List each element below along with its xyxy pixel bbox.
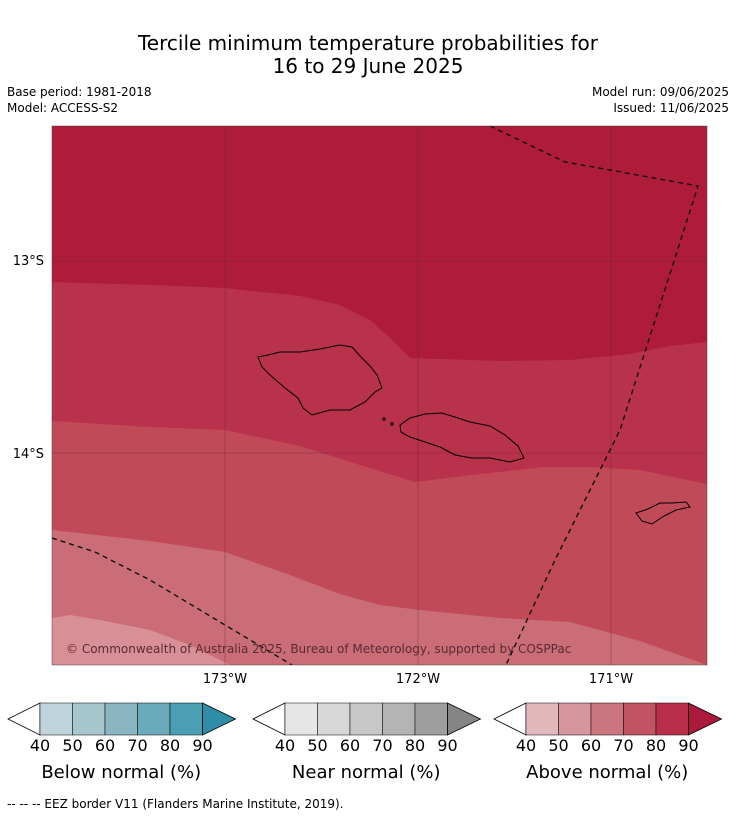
colorbar-tick: 50 (548, 736, 569, 755)
tutuila-island (635, 501, 691, 525)
lat-label-13s: 13°S (13, 254, 44, 269)
colorbar-under-arrow (493, 702, 527, 736)
colorbar-segment (169, 702, 203, 736)
colorbar-under-arrow (7, 702, 41, 736)
colorbar-label: Near normal (%) (291, 762, 441, 783)
colorbar-segment (104, 702, 138, 736)
colorbar-tick: 80 (159, 736, 181, 755)
colorbar-over-arrow (202, 702, 237, 736)
colorbar-segment (39, 702, 73, 736)
apolima-islet (390, 422, 394, 426)
eez-border (52, 126, 699, 665)
colorbar-segment (558, 702, 592, 736)
colorbar-over-arrow (447, 702, 482, 736)
colorbar-tick: 80 (645, 736, 667, 755)
colorbar-segment (590, 702, 624, 736)
savaii-island (257, 344, 383, 416)
colorbar-below (7, 702, 237, 736)
lon-label-173w: 173°W (203, 672, 247, 687)
colorbar-tick: 70 (127, 736, 148, 755)
colorbar-tick: 90 (192, 736, 213, 755)
colorbar-label: Above normal (%) (526, 762, 689, 783)
colorbar-segment (284, 702, 318, 736)
graticule (52, 126, 707, 665)
colorbar-segment (382, 702, 416, 736)
model-name: Model: ACCESS-S2 (7, 101, 119, 115)
colorbar-segment (414, 702, 448, 736)
colorbar-tick: 90 (678, 736, 699, 755)
colorbar-tick: 60 (339, 736, 361, 755)
issued-date: Issued: 11/06/2025 (613, 101, 729, 115)
lon-label-172w: 172°W (396, 672, 440, 687)
colorbar-tick: 50 (62, 736, 83, 755)
base-period: Base period: 1981-2018 (7, 85, 152, 99)
colorbar-segment (655, 702, 689, 736)
lat-label-14s: 14°S (13, 447, 44, 462)
colorbar-label: Below normal (%) (41, 762, 202, 783)
band-60 (52, 530, 707, 665)
band-50 (52, 615, 230, 665)
colorbar-under-arrow (252, 702, 286, 736)
colorbar-tick: 40 (515, 736, 537, 755)
colorbar-tick: 80 (404, 736, 426, 755)
colorbar-segment (72, 702, 106, 736)
colorbar-segment (349, 702, 383, 736)
colorbar-tick: 70 (372, 736, 393, 755)
coastlines (257, 344, 691, 525)
map-title-line1: Tercile minimum temperature probabilitie… (137, 31, 599, 55)
colorbar-tick: 60 (94, 736, 116, 755)
colorbar-tick: 60 (580, 736, 602, 755)
colorbar-tick: 40 (29, 736, 51, 755)
colorbar-segment (317, 702, 351, 736)
map-title-line2: 16 to 29 June 2025 (272, 54, 464, 78)
colorbar-over-arrow (688, 702, 723, 736)
colorbar-tick: 40 (274, 736, 296, 755)
lon-label-171w: 171°W (589, 672, 633, 687)
upolu-island (399, 412, 525, 463)
colorbar-segment (623, 702, 657, 736)
colorbar-tick: 50 (307, 736, 328, 755)
eez-footnote: -- -- -- EEZ border V11 (Flanders Marine… (7, 797, 344, 811)
colorbar-segment (137, 702, 171, 736)
colorbar-tick: 90 (437, 736, 458, 755)
colorbar-segment (525, 702, 559, 736)
model-run: Model run: 09/06/2025 (591, 85, 729, 99)
colorbar-tick: 70 (613, 736, 634, 755)
probability-map: © Commonwealth of Australia 2025, Bureau… (13, 125, 708, 687)
colorbar-near (252, 702, 482, 736)
manono-islet (382, 417, 386, 421)
colorbar-above (493, 702, 723, 736)
copyright-text: © Commonwealth of Australia 2025, Bureau… (66, 642, 571, 656)
